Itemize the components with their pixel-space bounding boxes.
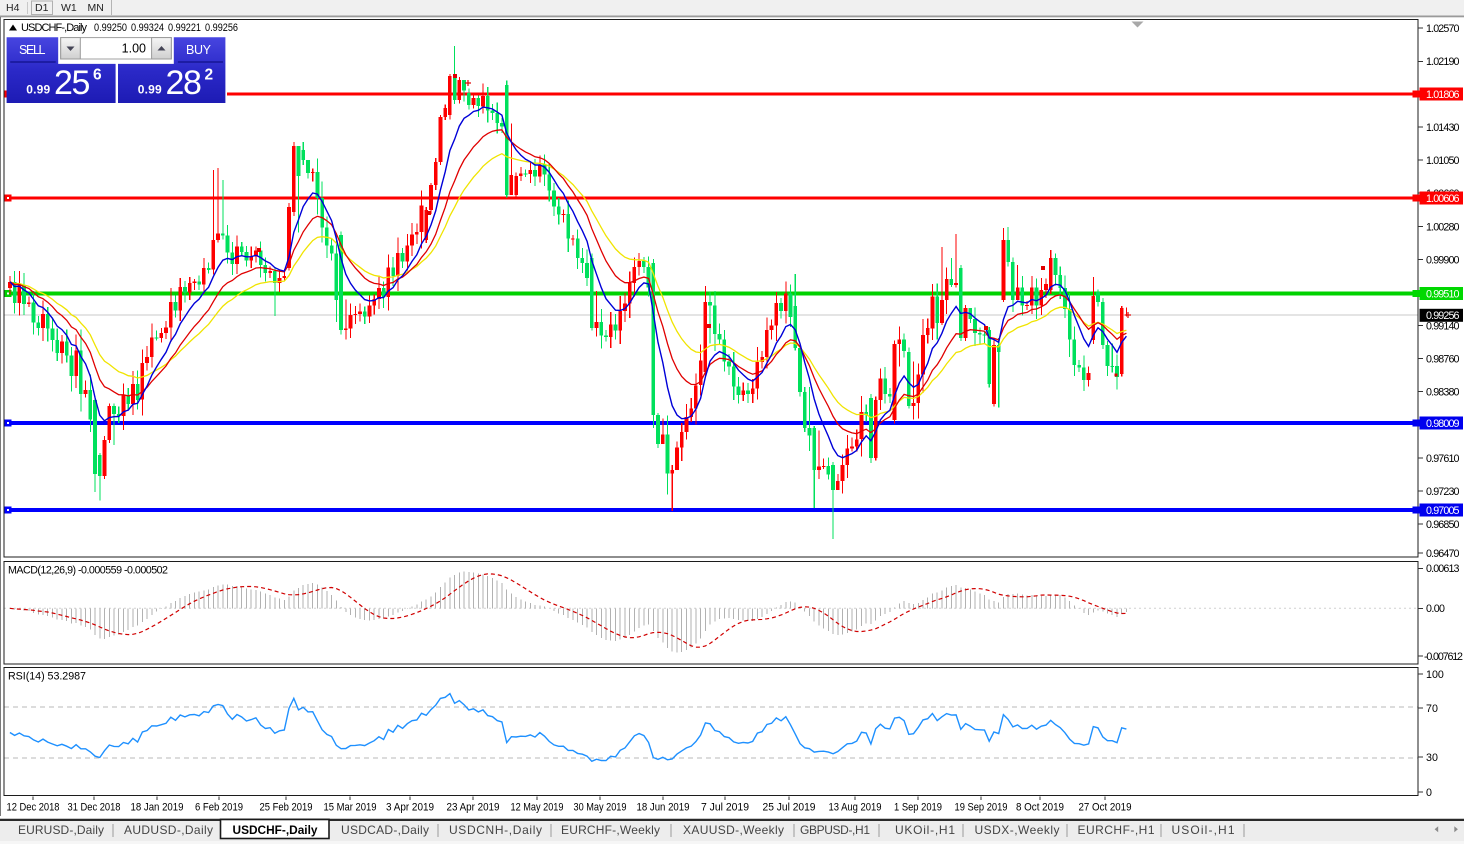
- svg-text:6 Feb 2019: 6 Feb 2019: [195, 802, 243, 814]
- svg-text:0.97005: 0.97005: [1426, 505, 1460, 517]
- svg-text:0.99510: 0.99510: [1426, 288, 1460, 300]
- svg-text:RSI(14) 53.2987: RSI(14) 53.2987: [8, 671, 86, 683]
- svg-text:0.97610: 0.97610: [1426, 453, 1460, 465]
- svg-text:30: 30: [1426, 752, 1438, 764]
- svg-text:15 Mar 2019: 15 Mar 2019: [324, 802, 377, 814]
- svg-text:1 Sep 2019: 1 Sep 2019: [894, 802, 942, 814]
- svg-text:1.02570: 1.02570: [1426, 23, 1460, 35]
- svg-text:USDCHF-,Daily: USDCHF-,Daily: [21, 22, 88, 34]
- svg-text:0.00: 0.00: [1426, 603, 1445, 615]
- svg-text:25 Jul 2019: 25 Jul 2019: [763, 802, 816, 814]
- svg-text:0: 0: [1426, 787, 1432, 799]
- svg-text:5: 5: [72, 64, 91, 102]
- svg-text:2: 2: [205, 67, 214, 84]
- svg-text:0.99: 0.99: [26, 83, 50, 97]
- svg-text:0.99256: 0.99256: [205, 22, 238, 34]
- svg-text:-0.007612: -0.007612: [1424, 651, 1463, 663]
- svg-text:0.99221: 0.99221: [168, 22, 201, 34]
- svg-text:W1: W1: [61, 2, 77, 14]
- svg-text:12 May 2019: 12 May 2019: [511, 802, 564, 814]
- svg-text:H4: H4: [6, 2, 20, 14]
- svg-text:0.99250: 0.99250: [94, 22, 127, 34]
- svg-text:25 Feb 2019: 25 Feb 2019: [260, 802, 313, 814]
- svg-text:0.98380: 0.98380: [1426, 386, 1460, 398]
- svg-text:1.02190: 1.02190: [1426, 56, 1460, 68]
- svg-text:0.98760: 0.98760: [1426, 353, 1460, 365]
- svg-text:23 Apr 2019: 23 Apr 2019: [447, 802, 500, 814]
- svg-text:XAUUSD-,Weekly: XAUUSD-,Weekly: [683, 823, 784, 837]
- svg-text:1.00: 1.00: [122, 42, 146, 56]
- svg-text:13 Aug 2019: 13 Aug 2019: [829, 802, 882, 814]
- svg-text:USDCHF-,Daily: USDCHF-,Daily: [233, 823, 318, 837]
- svg-text:AUDUSD-,Daily: AUDUSD-,Daily: [124, 823, 213, 837]
- svg-text:0.97230: 0.97230: [1426, 486, 1460, 498]
- svg-text:UKOil-,H1: UKOil-,H1: [895, 823, 955, 837]
- svg-text:SELL: SELL: [19, 43, 46, 57]
- svg-text:GBPUSD-,H1: GBPUSD-,H1: [800, 823, 870, 837]
- svg-text:27 Oct 2019: 27 Oct 2019: [1079, 802, 1132, 814]
- svg-text:EURUSD-,Daily: EURUSD-,Daily: [18, 823, 104, 837]
- svg-text:12 Dec 2018: 12 Dec 2018: [7, 802, 60, 814]
- svg-text:7 Jul 2019: 7 Jul 2019: [701, 802, 749, 814]
- svg-text:1.01806: 1.01806: [1426, 89, 1460, 101]
- svg-text:1.00280: 1.00280: [1426, 222, 1460, 234]
- svg-text:1.01050: 1.01050: [1426, 155, 1460, 167]
- svg-text:6: 6: [93, 67, 102, 84]
- svg-text:3 Apr 2019: 3 Apr 2019: [386, 802, 434, 814]
- svg-text:0.99324: 0.99324: [131, 22, 164, 34]
- svg-text:USDCAD-,Daily: USDCAD-,Daily: [341, 823, 429, 837]
- svg-text:EURCHF-,H1: EURCHF-,H1: [1078, 823, 1155, 837]
- svg-text:1.01430: 1.01430: [1426, 122, 1460, 134]
- svg-text:BUY: BUY: [186, 43, 212, 57]
- svg-text:100: 100: [1426, 669, 1444, 681]
- svg-text:70: 70: [1426, 703, 1438, 715]
- svg-text:0.96850: 0.96850: [1426, 519, 1460, 531]
- svg-text:USDCNH-,Daily: USDCNH-,Daily: [449, 823, 542, 837]
- svg-text:8 Oct 2019: 8 Oct 2019: [1016, 802, 1064, 814]
- svg-text:USOil-,H1: USOil-,H1: [1172, 823, 1235, 837]
- svg-text:MACD(12,26,9) -0.000559 -0.000: MACD(12,26,9) -0.000559 -0.000502: [8, 565, 168, 577]
- svg-text:2: 2: [166, 64, 185, 102]
- svg-text:8: 8: [183, 64, 202, 102]
- svg-text:0.99256: 0.99256: [1426, 310, 1460, 322]
- svg-text:18 Jun 2019: 18 Jun 2019: [637, 802, 690, 814]
- svg-text:0.98009: 0.98009: [1426, 418, 1460, 430]
- svg-text:1.00606: 1.00606: [1426, 193, 1460, 205]
- svg-text:2: 2: [54, 64, 73, 102]
- svg-text:0.99140: 0.99140: [1426, 320, 1460, 332]
- svg-text:EURCHF-,Weekly: EURCHF-,Weekly: [561, 823, 660, 837]
- svg-text:MN: MN: [88, 2, 104, 14]
- svg-text:USDX-,Weekly: USDX-,Weekly: [975, 823, 1060, 837]
- svg-text:0.99: 0.99: [138, 83, 162, 97]
- svg-text:19 Sep 2019: 19 Sep 2019: [955, 802, 1008, 814]
- svg-text:31 Dec 2018: 31 Dec 2018: [68, 802, 121, 814]
- svg-text:0.96470: 0.96470: [1426, 548, 1460, 560]
- svg-text:18 Jan 2019: 18 Jan 2019: [131, 802, 184, 814]
- svg-text:0.99900: 0.99900: [1426, 255, 1460, 267]
- svg-text:0.00613: 0.00613: [1426, 563, 1460, 575]
- svg-text:D1: D1: [35, 2, 49, 14]
- svg-text:30 May 2019: 30 May 2019: [574, 802, 627, 814]
